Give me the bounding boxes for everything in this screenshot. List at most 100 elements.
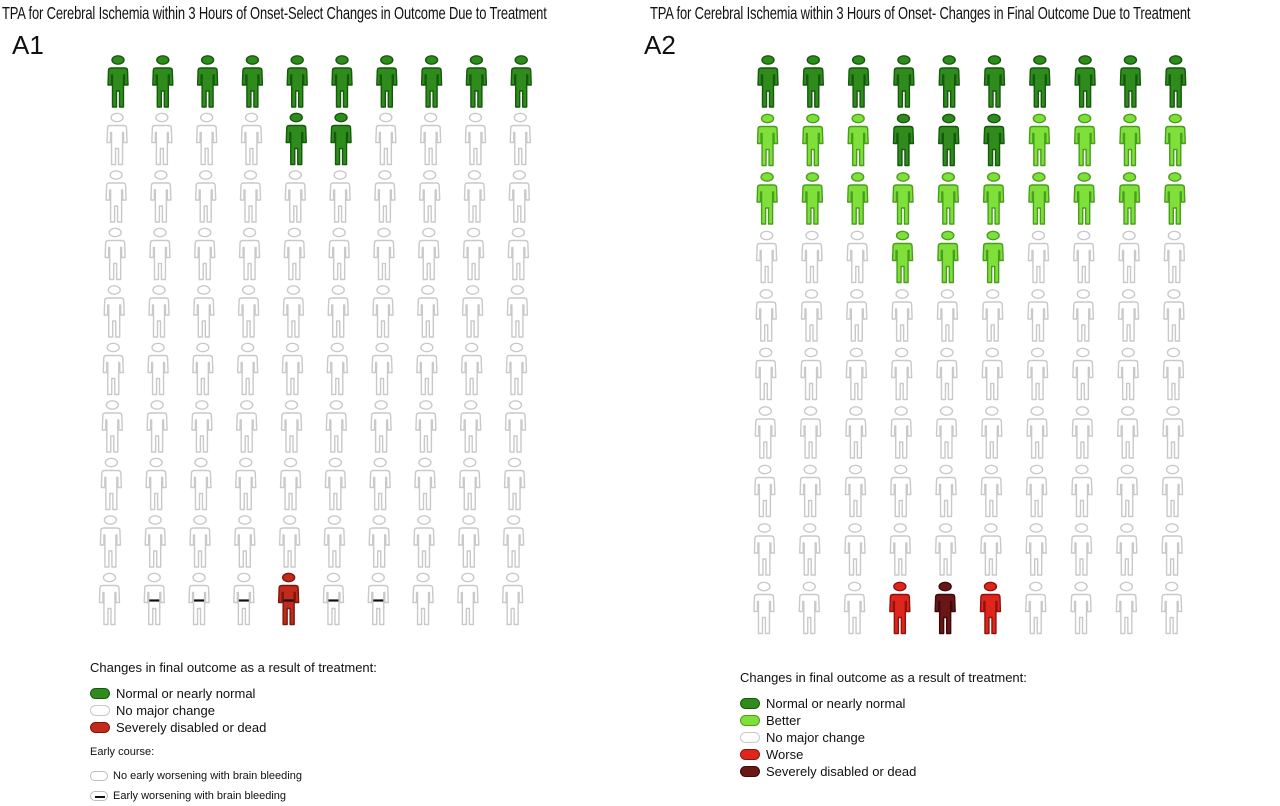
a2-swatch-better (740, 715, 760, 726)
grid-a2-person-no-change (1026, 406, 1048, 459)
grid-a1-person-no-change (369, 457, 391, 511)
grid-a1-person-normal (510, 55, 532, 108)
grid-a2-person-no-change (846, 289, 868, 342)
grid-a2-person-normal (1074, 55, 1096, 108)
grid-a2-person-no-change (844, 464, 867, 518)
grid-a2-person-no-change (843, 581, 866, 635)
grid-a1-person-no-change (283, 227, 306, 281)
a1-swatch-normal (90, 688, 110, 699)
grid-a1-person-no-change (240, 112, 263, 166)
grid-a2-person-no-change (801, 230, 823, 284)
a1-swatch-early-worsening (90, 791, 108, 801)
grid-a2-person-better (937, 230, 959, 284)
grid-a1-person-no-change (415, 400, 437, 453)
grid-a1-person-no-change (412, 572, 434, 626)
grid-a1-person-no-change (418, 227, 440, 281)
a1-swatch-severe (90, 722, 110, 733)
a1-legend-no-early-worsening-label: No early worsening with brain bleeding (113, 770, 302, 782)
grid-a2-person-no-change (890, 406, 912, 459)
grid-a1-person-no-change (457, 572, 479, 626)
grid-a1-person-normal (107, 55, 129, 108)
grid-a2-person-no-change (889, 523, 911, 576)
a2-legend-normal-label: Normal or nearly normal (766, 696, 906, 711)
grid-a1-person-severe (277, 572, 300, 626)
grid-a2-person-better (1028, 172, 1050, 225)
grid-a1-person-no-change (188, 572, 210, 626)
grid-a1-person-no-change (235, 457, 257, 511)
grid-a2-person-no-change (935, 406, 958, 459)
grid-a1-person-no-change (100, 457, 123, 511)
grid-a2-person-better (847, 113, 869, 167)
grid-a2-person-no-change (936, 347, 958, 401)
a2-legend-severe: Severely disabled or dead (740, 763, 1027, 780)
grid-a1-person-no-change (150, 170, 172, 223)
grid-a2-person-better (802, 113, 824, 167)
grid-a1-person-no-change (414, 457, 436, 511)
grid-a2-person-better (1164, 172, 1186, 225)
grid-a1-person-no-change (327, 285, 349, 338)
grid-a2-person-worse (889, 581, 911, 635)
grid-a2-person-no-change (1116, 464, 1138, 518)
grid-a2-person-no-change (982, 289, 1004, 342)
grid-a2-person-no-change (845, 347, 868, 401)
grid-a1-person-no-change (151, 112, 173, 166)
grid-a1-person-no-change (235, 400, 258, 453)
grid-a1-person-no-change (459, 457, 481, 511)
a1-legend-early-worsening-label: Early worsening with brain bleeding (113, 790, 287, 802)
grid-a1-person-no-change (417, 285, 439, 338)
grid-a2-person-no-change (890, 347, 913, 401)
grid-a1-person-no-change (278, 515, 301, 568)
a2-legend-worse-label: Worse (766, 747, 804, 762)
grid-a2-person-no-change (980, 464, 1003, 518)
grid-a1-person-no-change (374, 170, 396, 223)
grid-a2-person-no-change (800, 347, 822, 401)
grid-a2-person-no-change (1162, 406, 1184, 459)
grid-a1-person-no-change (103, 285, 125, 338)
grid-a2-person-no-change (1117, 289, 1140, 342)
grid-a2-person-no-change (799, 406, 822, 459)
grid-a2-person-normal (983, 55, 1006, 108)
grid-a1-person-no-change (101, 400, 124, 453)
grid-a2-person-no-change (1117, 347, 1139, 401)
grid-a2-person-no-change (755, 347, 777, 401)
grid-a1-person-no-change (105, 170, 127, 223)
grid-a1-person-no-change (279, 457, 302, 511)
grid-a2-person-better (982, 230, 1004, 284)
grid-a1-person-normal (330, 112, 352, 166)
grid-a2-person-no-change (1163, 230, 1186, 284)
grid-a2-person-normal (983, 113, 1005, 167)
grid-a1-person-normal (152, 55, 174, 108)
grid-a1-person-no-change (234, 515, 256, 568)
grid-a1-person-no-change (282, 285, 305, 338)
grid-a2-person-better (847, 172, 869, 225)
grid-a2-person-no-change (1073, 230, 1095, 284)
a1-legend-nochange: No major change (90, 702, 377, 719)
a2-swatch-worse (740, 749, 760, 760)
dash-mark-icon (95, 796, 105, 798)
grid-a2-person-no-change (891, 289, 913, 342)
grid-a2-person-no-change (1161, 464, 1184, 518)
grid-a2-person-no-change (1161, 523, 1183, 576)
grid-a1-person-no-change (462, 227, 485, 281)
grid-a1-person-no-change (413, 515, 435, 568)
grid-a1-person-no-change (328, 227, 350, 281)
grid-a2-person-no-change (800, 289, 823, 342)
grid-a2-person-no-change (1071, 406, 1094, 459)
grid-a2-person-no-change (1070, 581, 1092, 635)
grid-a1-person-no-change (372, 285, 394, 338)
grid-a2-person-normal (938, 113, 960, 167)
grid-a1-person-no-change (509, 112, 531, 166)
grid-a2-person-better (892, 172, 914, 225)
grid-a2-person-no-change (1115, 581, 1138, 635)
grid-a1-person-no-change (281, 342, 304, 396)
grid-a2-person-normal (1119, 55, 1142, 108)
grid-a1-person-no-change (507, 227, 530, 281)
a2-legend-better-label: Better (766, 713, 801, 728)
grid-a2-person-no-change (890, 464, 912, 518)
a1-label: A1 (12, 30, 44, 60)
grid-a2-person-no-change (845, 406, 867, 459)
grid-a1-person-no-change (373, 227, 395, 281)
grid-a2-person-no-change (1025, 581, 1047, 635)
grid-a1-person-no-change (323, 515, 346, 568)
grid-a2-person-better (891, 230, 914, 284)
